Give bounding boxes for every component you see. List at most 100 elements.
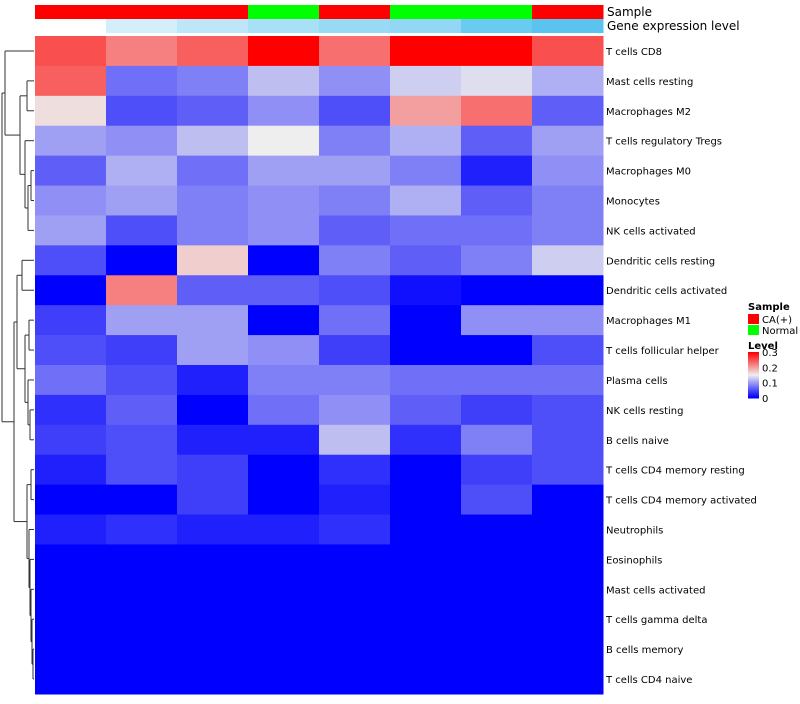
heatmap-cell [390, 65, 462, 97]
sample-legend-label: Normal [762, 326, 798, 337]
level-gradient-step [748, 352, 759, 354]
level-gradient-step [748, 372, 759, 374]
heatmap-cell [532, 335, 604, 366]
heatmap-cell [319, 514, 391, 545]
heatmap-cell [532, 574, 604, 605]
row-label: Mast cells resting [606, 77, 693, 88]
row-label: Eosinophils [606, 555, 662, 566]
heatmap-cell [532, 484, 604, 516]
sample-annotation-cell [461, 5, 533, 19]
level-gradient-step [748, 367, 759, 369]
level-gradient-step [748, 382, 759, 384]
heatmap-cell [390, 514, 462, 545]
heatmap-cell [248, 95, 320, 127]
heatmap-cell [177, 454, 249, 486]
heatmap-cell [532, 454, 604, 486]
level-gradient-step [748, 378, 759, 380]
heatmap-cell [106, 125, 178, 157]
heatmap-cell [461, 245, 533, 276]
heatmap-cell [532, 36, 604, 67]
heatmap-cell [390, 275, 462, 306]
heatmap-cell [319, 634, 391, 665]
row-label: T cells CD4 memory activated [605, 496, 757, 507]
heatmap-cell [106, 245, 178, 276]
heatmap-cell [106, 454, 178, 486]
heatmap-cell [461, 664, 533, 695]
heatmap-cell [532, 185, 604, 216]
heatmap-cell [461, 185, 533, 216]
heatmap-cell [532, 634, 604, 665]
heatmap-cell [248, 604, 320, 635]
heatmap-cell [248, 65, 320, 97]
sample-annotation-cell [177, 5, 249, 19]
heatmap-cell [390, 305, 462, 336]
expression-annotation-cell [177, 19, 249, 33]
row-label: T cells regulatory Tregs [605, 137, 722, 148]
row-labels: T cells CD8 Mast cells resting Macrophages… [605, 47, 757, 686]
heatmap-cell [35, 394, 107, 426]
level-gradient-step [748, 376, 759, 378]
heatmap-cell [177, 544, 249, 575]
heatmap-cell [248, 185, 320, 216]
level-gradient-step [748, 359, 759, 361]
level-gradient-step [748, 364, 759, 366]
heatmap-cell [106, 514, 178, 545]
level-gradient-step [748, 383, 759, 385]
heatmap-cell [177, 305, 249, 336]
level-legend-tick: 0.1 [762, 379, 778, 390]
heatmap-cell [319, 155, 391, 187]
expression-annotation-cell [461, 19, 533, 33]
row-label: Neutrophils [606, 526, 663, 537]
heatmap-cell [319, 664, 391, 695]
heatmap-cell [106, 275, 178, 306]
heatmap-cell [177, 394, 249, 426]
heatmap-cell [177, 65, 249, 97]
annotation-track-label: Sample [607, 5, 652, 19]
expression-annotation-cell [35, 19, 107, 33]
heatmap-cell [390, 125, 462, 157]
level-gradient-step [748, 377, 759, 379]
heatmap-cell [35, 424, 107, 456]
heatmap-cell [461, 305, 533, 336]
row-label: Macrophages M0 [606, 167, 691, 178]
heatmap-cell [461, 424, 533, 456]
heatmap-cell [319, 215, 391, 246]
heatmap-cell [319, 185, 391, 216]
level-legend-tick: 0.2 [762, 363, 778, 374]
heatmap-cell [106, 664, 178, 695]
heatmap-cell [461, 514, 533, 545]
heatmap-cell [461, 275, 533, 306]
heatmap-cell [177, 185, 249, 216]
heatmap-cell [35, 664, 107, 695]
heatmap-cell [177, 484, 249, 516]
heatmap-cell [532, 155, 604, 187]
expression-annotation-cell [319, 19, 391, 33]
sample-legend-title: Sample [748, 302, 790, 313]
heatmap-cell [532, 125, 604, 157]
expression-annotation-cell [390, 19, 462, 33]
row-label: B cells memory [606, 645, 683, 656]
heatmap-cells [35, 36, 604, 695]
level-gradient-step [748, 354, 759, 356]
row-label: T cells follicular helper [605, 346, 720, 357]
heatmap-cell [461, 544, 533, 575]
level-gradient-step [748, 360, 759, 362]
level-gradient-step [748, 375, 759, 377]
heatmap-cell [106, 365, 178, 396]
heatmap-cell [532, 365, 604, 396]
heatmap-cell [390, 155, 462, 187]
heatmap-cell [106, 185, 178, 216]
row-label: NK cells activated [606, 226, 696, 237]
heatmap-cell [319, 394, 391, 426]
heatmap-cell [248, 544, 320, 575]
level-gradient-step [748, 368, 759, 370]
level-gradient-step [748, 369, 759, 371]
heatmap-cell [390, 484, 462, 516]
heatmap-cell [461, 634, 533, 665]
level-gradient-step [748, 396, 759, 398]
level-gradient-step [748, 371, 759, 373]
heatmap-cell [177, 275, 249, 306]
heatmap-cell [248, 574, 320, 605]
level-gradient-step [748, 381, 759, 383]
